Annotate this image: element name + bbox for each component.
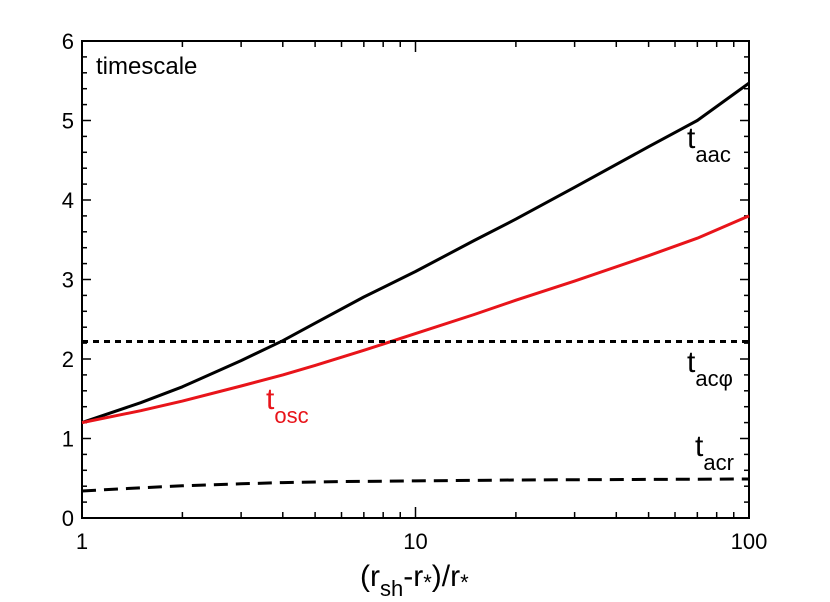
series-label-aac-main: t <box>687 122 696 155</box>
y-tick-label: 6 <box>62 29 74 54</box>
series-label-aac: taac <box>687 122 731 167</box>
series-label-aac-sub: aac <box>695 142 730 167</box>
series-label-acr-main: t <box>695 430 704 463</box>
series-label-acr-sub: acr <box>703 450 734 475</box>
x-axis-label: (rsh-r*)/r* <box>360 560 469 601</box>
series-line-acr <box>81 477 750 493</box>
plot-frame <box>81 40 750 519</box>
series-label-osc: tosc <box>266 383 309 428</box>
ticks <box>81 40 750 519</box>
series-line-osc <box>81 214 750 425</box>
series-label-acphi-main: t <box>687 346 696 379</box>
x-tick-label: 100 <box>731 529 768 554</box>
y-tick-label: 1 <box>62 427 74 452</box>
y-tick-label: 0 <box>62 506 74 531</box>
y-tick-label: 2 <box>62 347 74 372</box>
series-label-osc-sub: osc <box>274 403 308 428</box>
series-label-acr: tacr <box>695 430 734 475</box>
y-tick-label: 4 <box>62 188 74 213</box>
series-line-aac <box>81 81 750 425</box>
y-tick-label: 3 <box>62 268 74 293</box>
chart-title: timescale <box>96 53 197 80</box>
series-label-acphi: tacφ <box>687 346 733 391</box>
series-label-osc-main: t <box>266 383 275 416</box>
y-tick-label: 5 <box>62 109 74 134</box>
series-label-acphi-sub: acφ <box>695 366 733 391</box>
series-lines <box>81 81 750 493</box>
x-tick-label: 1 <box>76 529 88 554</box>
x-tick-label: 10 <box>403 529 427 554</box>
